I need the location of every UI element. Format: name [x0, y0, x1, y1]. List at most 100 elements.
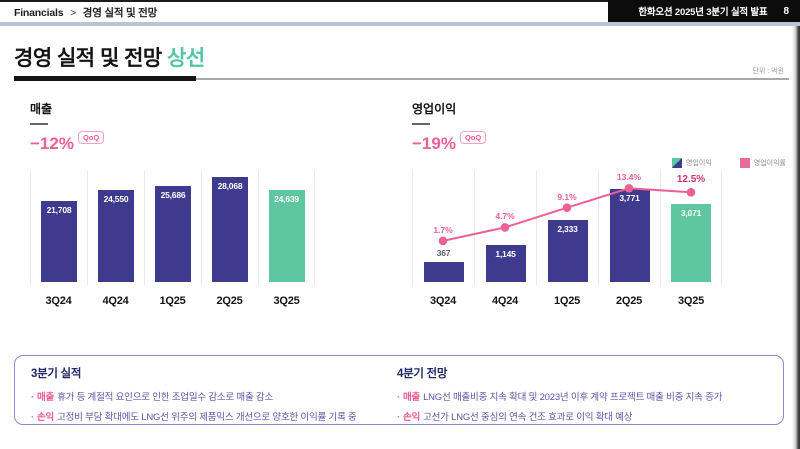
bullet-dot-icon: ·: [31, 392, 34, 403]
qoq-change-row: −12% QoQ: [30, 131, 370, 154]
top-bar: Financials > 경영 실적 및 전망 한화오션 2025년 3분기 실…: [0, 0, 800, 22]
bullet-text: 휴가 등 계절적 요인으로 인한 조업일수 감소로 매출 감소: [57, 392, 273, 403]
legend-label: 영업이익률: [753, 160, 786, 167]
deck-title: 한화오션 2025년 3분기 실적 발표: [638, 7, 768, 18]
qoq-badge: QoQ: [77, 131, 105, 144]
chart-column: 3,071: [660, 170, 722, 285]
bar-value-label: 24,639: [274, 194, 299, 204]
bar-value-label: 1,145: [495, 249, 516, 259]
bullet-text: LNG선 매출비중 지속 확대 및 2023년 이후 계약 프로젝트 매출 비중…: [423, 392, 723, 403]
bullet-dot-icon: ·: [397, 392, 400, 403]
bar: 24,639: [268, 190, 305, 282]
bar: 3,771: [609, 189, 650, 282]
bullet-text: 고선가 LNG선 중심의 연속 건조 효과로 이익 확대 예상: [423, 412, 633, 423]
bullet-revenue: · 매출 휴가 등 계절적 요인으로 인한 조업일수 감소로 매출 감소: [31, 389, 397, 403]
breadcrumb-section: 경영 실적 및 전망: [82, 7, 158, 19]
chart-column: 367: [412, 170, 474, 285]
bullet-keyword: 매출: [402, 392, 421, 403]
bars: 21,708 24,550 25,686 28,068 24,639: [30, 170, 315, 285]
operating-profit-chart: 영업이익 −19% QoQ 영업이익 영업이익률 367 1,145 2,333 3,7…: [412, 100, 786, 307]
bullet-dot-icon: ·: [397, 412, 400, 423]
title-rule-accent: [14, 76, 196, 81]
q3-results-heading: 3분기 실적: [31, 368, 82, 380]
legend-item-operating-profit: 영업이익: [672, 158, 712, 168]
chart-column: 24,639: [258, 170, 315, 285]
bar-value-label: 367: [436, 248, 451, 258]
x-axis-label: 3Q25: [677, 295, 705, 307]
qoq-change-value: −19%: [412, 134, 456, 153]
chart-title-underline: [412, 123, 430, 125]
x-axis-label: 3Q24: [429, 295, 457, 307]
bar: 25,686: [155, 186, 191, 282]
revenue-chart: 매출 −12% QoQ 21,708 24,550 25,686 28,068 24,63…: [30, 100, 370, 307]
chart-column: 2,333: [536, 170, 598, 285]
legend-item-operating-margin: 영업이익률: [739, 158, 786, 168]
breadcrumb-separator-icon: >: [70, 7, 77, 19]
bar-value-label: 2,333: [557, 224, 578, 234]
page-title: 경영 실적 및 전망 상선: [14, 42, 205, 72]
bullet-keyword: 손익: [402, 412, 421, 423]
bullet-profit: · 손익 고정비 부담 확대에도 LNG선 위주의 제품믹스 개선으로 양호한 이익…: [31, 409, 397, 423]
window-right-edge: [792, 0, 800, 449]
q3-results-column: 3분기 실적 · 매출 휴가 등 계절적 요인으로 인한 조업일수 감소로 매출 감…: [31, 365, 397, 424]
legend: 영업이익 영업이익률: [672, 158, 786, 168]
qoq-badge: QoQ: [459, 131, 487, 144]
plot-area: 21,708 24,550 25,686 28,068 24,639: [30, 170, 315, 285]
legend-label: 영업이익: [686, 160, 712, 167]
chart-column: 3,771: [598, 170, 660, 285]
chart-column: 28,068: [201, 170, 258, 285]
chart-column: 25,686: [144, 170, 201, 285]
bar-value-label: 3,771: [619, 193, 640, 203]
chart-column: 24,550: [87, 170, 144, 285]
bullet-keyword: 매출: [36, 392, 55, 403]
x-axis-labels: 3Q24 4Q24 1Q25 2Q25 3Q25: [30, 295, 315, 307]
x-axis-label: 2Q25: [615, 295, 643, 307]
header-divider: [0, 22, 800, 26]
bar: 28,068: [212, 177, 248, 282]
bar-value-label: 3,071: [680, 208, 702, 218]
deck-header: 한화오션 2025년 3분기 실적 발표 8: [608, 0, 800, 22]
x-axis-label: 4Q24: [102, 295, 129, 307]
chart-title-underline: [30, 123, 48, 125]
bullet-profit: · 손익 고선가 LNG선 중심의 연속 건조 효과로 이익 확대 예상: [397, 409, 783, 423]
title-rule: [14, 78, 789, 80]
unit-label: 단위 : 억원: [752, 68, 784, 75]
window-top-edge: [0, 0, 800, 2]
bar: [423, 262, 464, 282]
bar-value-label: 24,550: [103, 194, 129, 204]
plot-area: 367 1,145 2,333 3,771 3,071 1.7% 4.7% 9.1% 13.4…: [412, 170, 722, 285]
bar: 21,708: [41, 201, 77, 282]
bullet-dot-icon: ·: [31, 412, 34, 423]
bar-value-label: 25,686: [160, 190, 186, 200]
x-axis-label: 1Q25: [159, 295, 186, 307]
bar-series-swatch-icon: [672, 158, 683, 168]
bullet-text: 고정비 부담 확대에도 LNG선 위주의 제품믹스 개선으로 양호한 이익률 기…: [57, 412, 357, 423]
x-axis-labels: 3Q24 4Q24 1Q25 2Q25 3Q25: [412, 295, 722, 307]
bar: 24,550: [98, 190, 134, 282]
bar: 2,333: [547, 220, 588, 282]
bar: 1,145: [485, 245, 526, 282]
chart-title: 매출: [30, 102, 53, 116]
x-axis-label: 3Q24: [45, 295, 72, 307]
qoq-change-value: −12%: [30, 134, 74, 153]
bar-value-label: 28,068: [217, 181, 243, 191]
bar-value-label: 21,708: [46, 205, 72, 215]
x-axis-label: 4Q24: [491, 295, 519, 307]
bar: 3,071: [671, 204, 711, 282]
page-number: 8: [783, 5, 789, 17]
breadcrumb-root: Financials: [14, 7, 64, 19]
qoq-change-row: −19% QoQ: [412, 131, 784, 154]
summary-box: 3분기 실적 · 매출 휴가 등 계절적 요인으로 인한 조업일수 감소로 매출 감…: [14, 355, 784, 425]
q4-outlook-column: 4분기 전망 · 매출 LNG선 매출비중 지속 확대 및 2023년 이후 계약 …: [397, 365, 783, 424]
chart-title: 영업이익: [412, 102, 457, 116]
breadcrumb: Financials > 경영 실적 및 전망: [14, 5, 157, 20]
page-title-accent: 상선: [167, 47, 205, 70]
line-series-swatch-icon: [739, 158, 750, 168]
x-axis-label: 1Q25: [553, 295, 581, 307]
x-axis-label: 2Q25: [216, 295, 243, 307]
page-title-main: 경영 실적 및 전망: [14, 47, 162, 70]
chart-column: 1,145: [474, 170, 536, 285]
bars: 367 1,145 2,333 3,771 3,071: [412, 170, 722, 285]
x-axis-label: 3Q25: [273, 295, 300, 307]
